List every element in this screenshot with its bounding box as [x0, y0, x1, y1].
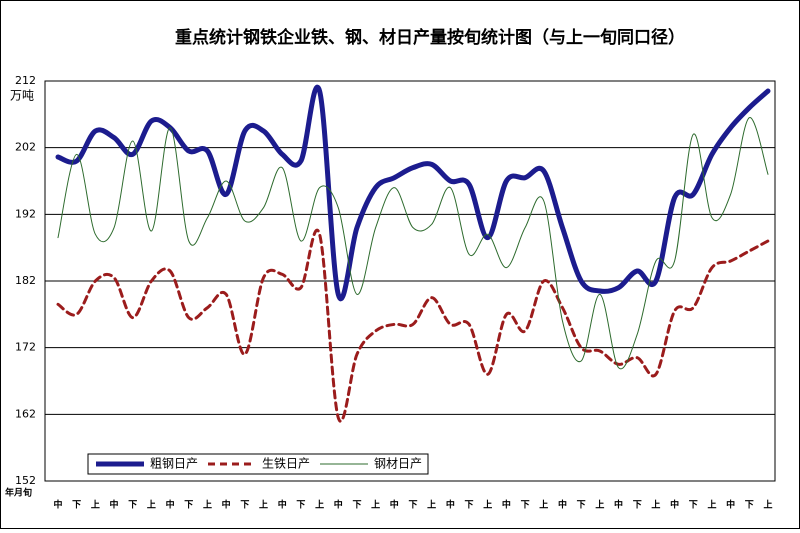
x-tick-label: 下	[240, 500, 249, 511]
x-tick-label: 上	[259, 499, 268, 511]
x-tick-label: 下	[577, 500, 586, 511]
series-line	[57, 117, 769, 370]
y-tick-label: 152	[15, 474, 36, 487]
x-tick-label: 上	[427, 499, 436, 511]
x-tick-label: 上	[371, 499, 380, 511]
x-tick-label: 上	[483, 499, 492, 511]
x-tick-label: 中	[334, 499, 343, 511]
x-tick-label: 中	[726, 499, 735, 511]
x-tick-label: 中	[53, 499, 62, 511]
x-tick-label: 下	[184, 500, 193, 511]
x-tick-label: 上	[539, 499, 548, 511]
y-tick-label: 212	[15, 74, 36, 87]
x-tick-label: 中	[222, 499, 231, 511]
x-tick-label: 上	[147, 499, 156, 511]
x-tick-label: 上	[651, 499, 660, 511]
x-tick-label: 中	[446, 499, 455, 511]
y-tick-label: 172	[15, 341, 36, 354]
series-line	[55, 84, 771, 301]
y-tick-label: 162	[15, 407, 36, 420]
x-tick-label: 下	[633, 500, 642, 511]
x-tick-label: 下	[465, 500, 474, 511]
x-tick-label: 中	[614, 499, 623, 511]
x-tick-label: 上	[91, 499, 100, 511]
x-tick-label: 上	[203, 499, 212, 511]
x-tick-label: 下	[296, 500, 305, 511]
x-tick-label: 下	[745, 500, 754, 511]
x-tick-label: 上	[763, 499, 772, 511]
x-tick-label: 上	[707, 499, 716, 511]
y-tick-label: 192	[15, 207, 36, 220]
x-tick-label: 中	[110, 499, 119, 511]
x-tick-label: 中	[166, 499, 175, 511]
legend-label: 生铁日产	[262, 457, 310, 471]
x-tick-label: 中	[502, 499, 511, 511]
x-tick-label: 中	[278, 499, 287, 511]
x-tick-label: 中	[670, 499, 679, 511]
x-tick-label: 上	[315, 499, 324, 511]
x-tick-label: 下	[408, 500, 417, 511]
x-tick-label: 上	[595, 499, 604, 511]
x-tick-label: 下	[128, 500, 137, 511]
legend-box	[87, 453, 429, 475]
x-axis-label: 年月旬	[5, 487, 32, 499]
legend-label: 粗钢日产	[150, 457, 198, 471]
y-tick-label: 182	[15, 274, 36, 287]
x-tick-label: 中	[558, 499, 567, 511]
x-tick-label: 下	[689, 500, 698, 511]
x-tick-label: 下	[72, 500, 81, 511]
x-tick-label: 中	[390, 499, 399, 511]
x-tick-label: 下	[521, 500, 530, 511]
x-tick-label: 下	[352, 500, 361, 511]
series-line	[56, 229, 770, 423]
chart-title: 重点统计钢铁企业铁、钢、材日产量按旬统计图（与上一旬同口径）	[175, 27, 685, 48]
y-axis-label: 万吨	[10, 89, 34, 103]
y-tick-label: 202	[15, 141, 36, 154]
legend-label: 钢材日产	[374, 457, 422, 471]
